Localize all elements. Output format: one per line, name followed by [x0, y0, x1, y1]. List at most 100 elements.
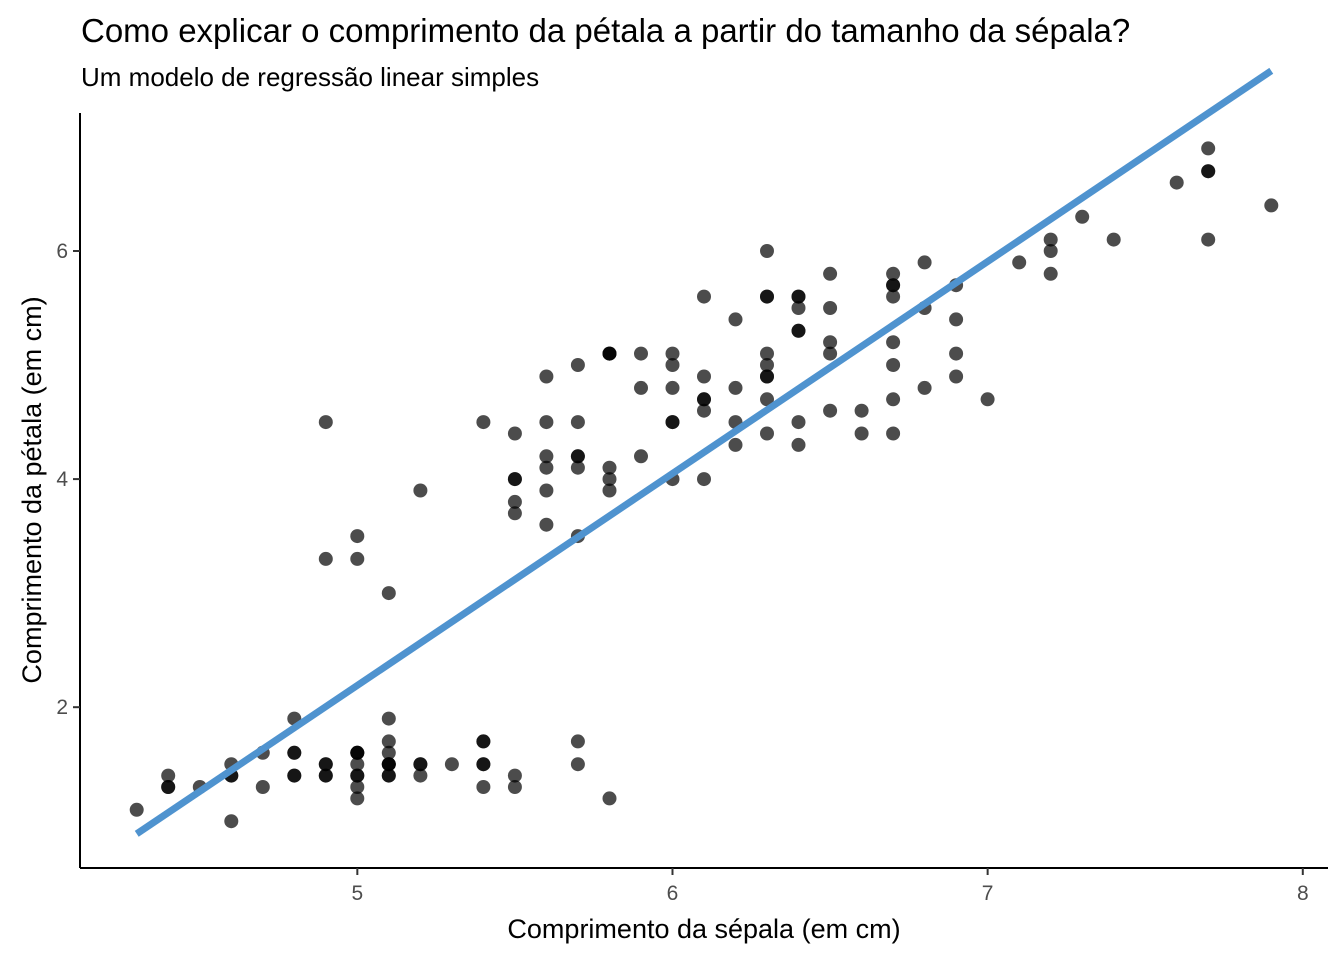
data-point [886, 266, 901, 281]
data-point [665, 415, 680, 430]
data-point [350, 768, 365, 783]
data-point [697, 289, 711, 304]
data-point [791, 323, 806, 338]
data-point [886, 289, 901, 304]
data-point [1075, 209, 1090, 224]
data-point [697, 403, 711, 418]
data-point [539, 460, 554, 475]
x-tick-label: 5 [351, 882, 363, 905]
data-point [507, 426, 522, 441]
data-point [539, 449, 554, 464]
data-point [570, 460, 585, 475]
data-point [602, 346, 617, 361]
data-point [381, 734, 396, 749]
data-point [854, 403, 869, 418]
data-point [1201, 141, 1216, 156]
data-point [602, 483, 617, 498]
data-point [1043, 266, 1058, 281]
data-point [602, 460, 617, 475]
data-point [760, 358, 774, 372]
x-axis-title: Comprimento da sépala (em cm) [507, 914, 900, 944]
data-point [791, 301, 806, 315]
data-point [224, 814, 239, 829]
data-point [161, 780, 176, 794]
data-point [728, 312, 743, 327]
chart-title: Como explicar o comprimento da pétala a … [81, 12, 1131, 49]
data-point [413, 768, 428, 783]
data-point [1201, 232, 1216, 247]
data-point [570, 449, 585, 464]
data-point [476, 757, 491, 772]
y-axis-ticks: 2 4 6 [56, 240, 80, 719]
data-point [129, 802, 144, 817]
data-point [507, 780, 522, 794]
data-point [823, 335, 838, 350]
data-point [697, 392, 711, 407]
data-point [413, 483, 428, 498]
data-point [507, 472, 522, 487]
y-tick-label: 6 [56, 240, 68, 263]
data-point [350, 791, 365, 806]
data-point [350, 757, 365, 772]
data-point [476, 415, 491, 430]
chart-subtitle: Um modelo de regressão linear simples [81, 62, 540, 92]
y-tick-label: 2 [56, 696, 68, 719]
data-point [287, 745, 302, 760]
data-point [665, 380, 680, 395]
data-point [760, 244, 774, 258]
data-point [539, 369, 554, 384]
data-point [350, 529, 365, 544]
data-point [791, 289, 806, 304]
y-tick-label: 4 [56, 468, 68, 491]
data-point [760, 426, 774, 441]
data-point [381, 586, 396, 601]
data-point [728, 437, 743, 452]
data-point [886, 426, 901, 441]
data-point [539, 415, 554, 430]
data-point [476, 780, 491, 794]
data-point [381, 745, 396, 760]
data-point [1201, 164, 1216, 179]
data-point [350, 780, 365, 794]
data-point [318, 757, 333, 772]
data-point [570, 358, 585, 372]
data-point [823, 346, 838, 361]
data-point [886, 358, 901, 372]
data-point [570, 734, 585, 749]
data-point [1106, 232, 1121, 247]
data-point [476, 734, 491, 749]
data-point [1169, 175, 1184, 190]
data-point [570, 415, 585, 430]
data-point [634, 346, 648, 361]
data-point [886, 392, 901, 407]
data-point [287, 768, 302, 783]
data-point [350, 551, 365, 566]
data-point [381, 768, 396, 783]
data-point [602, 791, 617, 806]
data-point [760, 392, 774, 407]
data-point [507, 506, 522, 521]
data-point [1043, 232, 1058, 247]
data-point [570, 757, 585, 772]
data-point [917, 380, 932, 395]
data-point [949, 312, 964, 327]
data-point [760, 289, 774, 304]
regression-line [134, 67, 1274, 837]
data-point [318, 415, 333, 430]
data-point [697, 369, 711, 384]
data-point [697, 472, 711, 487]
y-axis-title: Comprimento da pétala (em cm) [17, 296, 47, 683]
data-point [539, 483, 554, 498]
data-point [1012, 255, 1027, 270]
data-point [350, 745, 365, 760]
x-axis-ticks: 5 6 7 8 [351, 868, 1309, 905]
data-point [949, 369, 964, 384]
data-point [318, 551, 333, 566]
data-point [728, 380, 743, 395]
data-point [634, 449, 648, 464]
x-tick-label: 8 [1297, 882, 1309, 905]
data-point [634, 380, 648, 395]
data-point [507, 494, 522, 509]
data-point [318, 768, 333, 783]
